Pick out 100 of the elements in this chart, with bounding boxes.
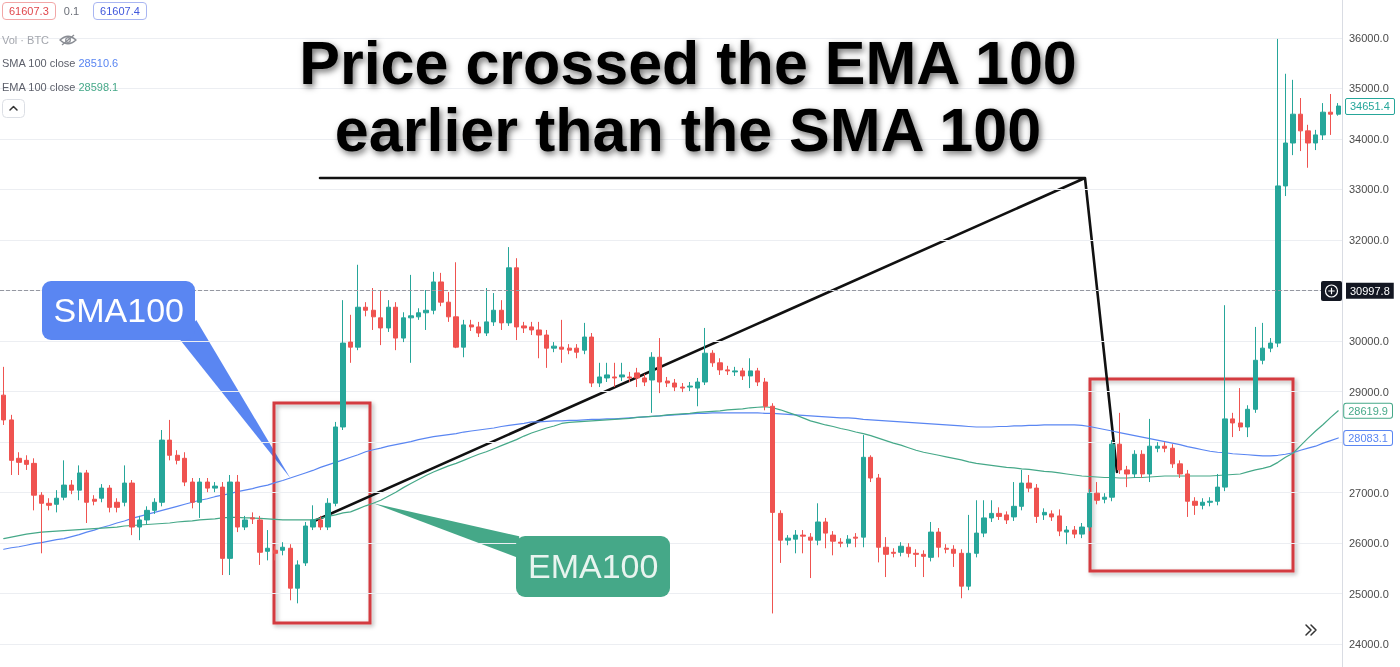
candlestick: [808, 532, 813, 579]
candlestick: [1192, 496, 1198, 516]
candlestick: [453, 261, 459, 349]
candlestick: [446, 291, 451, 323]
candlestick: [242, 515, 248, 531]
candlestick: [39, 491, 44, 554]
annotation: EMA 100 close 28598.1: [2, 80, 119, 94]
candlestick: [340, 299, 346, 431]
annotation: 61607.3: [2, 2, 56, 20]
candlestick: [702, 327, 708, 386]
candlestick: [461, 319, 466, 358]
text: Price crossed the EMA 100 earlier than the SMA 100: [298, 29, 1078, 164]
candlestick: [1079, 522, 1085, 539]
candlestick: [959, 548, 964, 599]
candlestick: [46, 497, 52, 511]
candlestick: [551, 341, 557, 353]
candlestick: [1336, 102, 1341, 117]
ref-line-label: 30997.8: [1350, 284, 1390, 297]
candlestick: [190, 477, 195, 509]
candlestick: [1177, 459, 1183, 479]
candlestick: [1305, 124, 1311, 169]
text: EMA100: [516, 536, 671, 598]
candlestick: [288, 543, 293, 601]
y-tick-label: 27000.0: [1349, 486, 1389, 499]
candlestick: [129, 479, 135, 536]
candlestick: [868, 454, 873, 483]
candlestick: [944, 543, 949, 554]
candlestick: [408, 274, 414, 364]
candlestick: [197, 477, 202, 519]
candlestick: [1283, 73, 1288, 197]
candlestick: [883, 536, 889, 578]
candlestick: [250, 511, 255, 525]
candlestick: [423, 289, 429, 331]
candlestick: [989, 499, 994, 523]
candlestick: [1260, 322, 1265, 365]
candlestick: [220, 481, 225, 576]
candlestick: [582, 322, 587, 355]
candlestick: [574, 343, 579, 359]
y-tick-label: 36000.0: [1349, 31, 1389, 44]
candlestick: [137, 515, 142, 541]
candlestick: [838, 537, 843, 548]
candlestick: [325, 497, 331, 531]
candlestick: [612, 362, 617, 388]
candlestick: [310, 504, 316, 531]
candlestick: [1057, 508, 1062, 537]
y-tick-label: 26000.0: [1349, 537, 1389, 550]
y-tick-label: 34000.0: [1349, 132, 1389, 145]
candlestick: [778, 509, 783, 564]
annotation: Vol · BTC: [2, 33, 50, 47]
candlestick: [1109, 439, 1115, 502]
candlestick: [1298, 97, 1303, 152]
candlestick: [846, 534, 851, 548]
candlestick: [951, 544, 956, 568]
candlestick: [1268, 337, 1273, 353]
annotation: SMA 100 close 28510.6: [2, 56, 119, 70]
data-label: 28083.1: [1348, 431, 1388, 444]
text: SMA100: [42, 281, 196, 341]
candlestick: [800, 529, 806, 554]
candlestick: [1011, 481, 1017, 522]
candlestick: [657, 337, 662, 394]
candlestick: [1207, 496, 1213, 507]
candlestick: [348, 314, 353, 364]
candlestick: [333, 421, 338, 507]
candlestick: [589, 332, 594, 388]
candlestick: [212, 481, 218, 493]
candlestick: [642, 373, 647, 387]
candlestick: [355, 264, 361, 351]
candlestick: [378, 289, 383, 346]
candlestick: [393, 301, 398, 351]
candlestick: [770, 402, 775, 614]
candlestick: [84, 469, 89, 524]
candlestick: [529, 321, 534, 336]
candlestick: [1140, 449, 1145, 479]
candlestick: [257, 515, 263, 566]
candlestick: [981, 499, 987, 538]
candlestick: [401, 311, 406, 343]
candlestick: [966, 514, 971, 591]
candlestick: [99, 483, 104, 503]
y-tick-label: 35000.0: [1349, 82, 1389, 95]
candlestick: [1290, 79, 1296, 156]
candlestick: [1185, 469, 1190, 518]
candlestick: [1170, 443, 1175, 469]
candlestick: [107, 484, 112, 513]
candlestick: [303, 521, 308, 567]
candlestick: [227, 474, 233, 576]
candlestick: [371, 287, 376, 331]
candlestick: [159, 429, 165, 507]
candlestick: [732, 366, 738, 377]
candlestick: [24, 454, 29, 471]
candlestick: [906, 542, 911, 558]
candlestick: [928, 521, 934, 562]
candlestick: [61, 459, 67, 501]
candlestick: [1, 366, 6, 426]
candlestick: [1162, 441, 1167, 453]
annotation: 0.1: [63, 4, 80, 18]
candlestick: [1132, 449, 1137, 479]
candlestick: [431, 271, 436, 315]
candlestick: [830, 530, 836, 556]
annotation: 61607.4: [93, 2, 147, 20]
candlestick: [1019, 469, 1024, 511]
